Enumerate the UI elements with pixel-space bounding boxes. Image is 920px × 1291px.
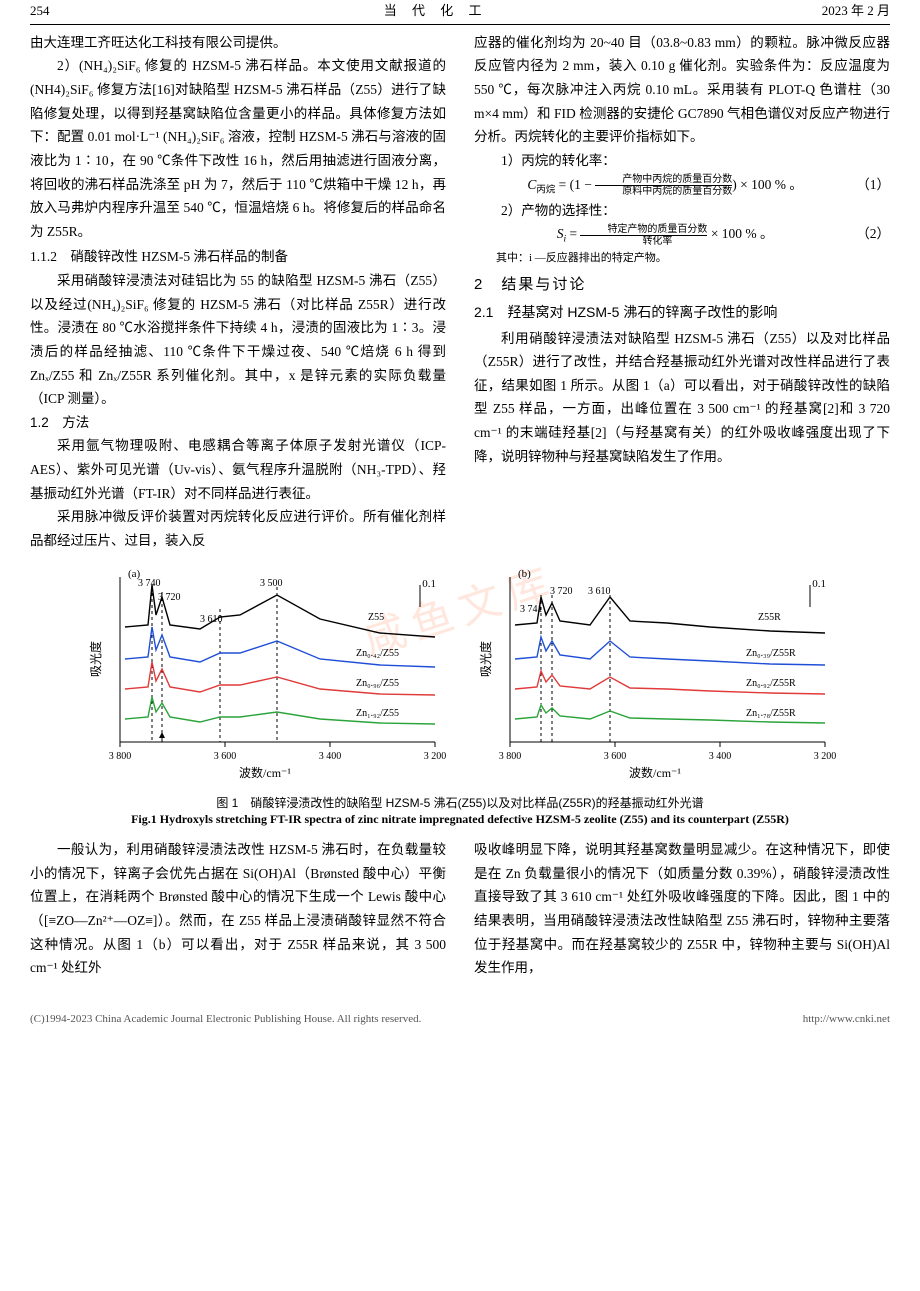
bottom-left-column: 一般认为，利用硝酸锌浸渍法改性 HZSM-5 沸石时，在负载量较小的情况下，锌离… <box>30 838 446 980</box>
equation-1: C丙烷 = (1 − 产物中丙烷的质量百分数原料中丙烷的质量百分数) × 100… <box>474 173 890 199</box>
right-column: 应器的催化剂均为 20~40 目（03.8~0.83 mm）的颗粒。脉冲微反应器… <box>474 31 890 553</box>
series-label: Z55 <box>368 609 384 627</box>
peak-label: 3 500 <box>260 575 283 593</box>
figure-caption: 图 1 硝酸锌浸渍改性的缺陷型 HZSM-5 沸石(Z55)以及对比样品(Z55… <box>30 795 890 829</box>
left-column: 由大连理工齐旺达化工科技有限公司提供。 2）(NH₄)₂SiF₆ 修复的 HZS… <box>30 31 446 553</box>
svg-text:3 800: 3 800 <box>109 751 132 762</box>
bottom-right-column: 吸收峰明显下降，说明其羟基窝数量明显减少。在这种情况下，即使是在 Zn 负载量很… <box>474 838 890 980</box>
series-label: Z55R <box>758 609 781 627</box>
series-label: Zn₀.₄₂/Z55 <box>356 645 399 663</box>
svg-text:3 200: 3 200 <box>814 751 837 762</box>
scale-bar-label: 0.1 <box>812 575 826 594</box>
peak-label: 3 610 <box>588 583 611 601</box>
svg-text:3 200: 3 200 <box>424 751 447 762</box>
journal-title: 当 代 化 工 <box>384 0 488 23</box>
peak-label: 3 741 <box>520 601 543 619</box>
paragraph: 采用氩气物理吸附、电感耦合等离子体原子发射光谱仪（ICP-AES）、紫外可见光谱… <box>30 434 446 505</box>
page-number: 254 <box>30 0 50 23</box>
paragraph: 2）产物的选择性： <box>474 199 890 223</box>
paragraph: 采用硝酸锌浸渍法对硅铝比为 55 的缺陷型 HZSM-5 沸石（Z55）以及经过… <box>30 269 446 411</box>
equation-2: Si = 特定产物的质量百分数转化率 × 100 % 。（2） <box>474 222 890 248</box>
y-axis-label: 吸光度 <box>86 640 107 676</box>
page-header: 254 当 代 化 工 2023 年 2 月 <box>30 0 890 25</box>
spectrum-chart-a: 3 800 3 600 3 400 3 200 <box>80 567 450 767</box>
peak-label: 3 720 <box>158 589 181 607</box>
caption-en: Fig.1 Hydroxyls stretching FT-IR spectra… <box>30 811 890 828</box>
series-label: Zn₀.₉₂/Z55R <box>746 675 796 693</box>
paragraph: 利用硝酸锌浸渍法对缺陷型 HZSM-5 沸石（Z55）以及对比样品（Z55R）进… <box>474 327 890 469</box>
upper-columns: 由大连理工齐旺达化工科技有限公司提供。 2）(NH₄)₂SiF₆ 修复的 HZS… <box>30 31 890 553</box>
paragraph: 应器的催化剂均为 20~40 目（03.8~0.83 mm）的颗粒。脉冲微反应器… <box>474 31 890 149</box>
paragraph: 由大连理工齐旺达化工科技有限公司提供。 <box>30 31 446 55</box>
peak-label: 3 610 <box>200 611 223 629</box>
section-heading: 2 结果与讨论 <box>474 272 890 298</box>
series-label: Zn₁.₇₈/Z55R <box>746 705 796 723</box>
series-label: Zn₀.₉₆/Z55 <box>356 675 399 693</box>
lower-columns: 一般认为，利用硝酸锌浸渍法改性 HZSM-5 沸石时，在负载量较小的情况下，锌离… <box>30 838 890 980</box>
series-label: Zn₀.₃₉/Z55R <box>746 645 796 663</box>
figure-panel-b: (b) 0.1 吸光度 3 800 3 600 3 400 3 200 <box>470 567 840 787</box>
svg-text:3 600: 3 600 <box>604 751 627 762</box>
page-footer: (C)1994-2023 China Academic Journal Elec… <box>30 1010 890 1039</box>
subsection-heading: 2.1 羟基窝对 HZSM-5 沸石的锌离子改性的影响 <box>474 300 890 325</box>
series-label: Zn₁.₉₂/Z55 <box>356 705 399 723</box>
paragraph: 吸收峰明显下降，说明其羟基窝数量明显减少。在这种情况下，即使是在 Zn 负载量很… <box>474 838 890 980</box>
svg-text:3 400: 3 400 <box>319 751 342 762</box>
paragraph: 1）丙烷的转化率： <box>474 149 890 173</box>
x-axis-label: 波数/cm⁻¹ <box>470 763 840 784</box>
figure-1: (a) 0.1 吸光度 3 800 3 600 3 400 3 200 <box>30 567 890 787</box>
svg-text:3 800: 3 800 <box>499 751 522 762</box>
x-axis-label: 波数/cm⁻¹ <box>80 763 450 784</box>
y-axis-label: 吸光度 <box>476 640 497 676</box>
spectrum-chart-b: 3 800 3 600 3 400 3 200 <box>470 567 840 767</box>
figure-panel-a: (a) 0.1 吸光度 3 800 3 600 3 400 3 200 <box>80 567 450 787</box>
scale-bar-label: 0.1 <box>422 575 436 594</box>
eq-number: （1） <box>829 173 890 197</box>
peak-label: 3 720 <box>550 583 573 601</box>
paragraph: 一般认为，利用硝酸锌浸渍法改性 HZSM-5 沸石时，在负载量较小的情况下，锌离… <box>30 838 446 980</box>
svg-text:3 600: 3 600 <box>214 751 237 762</box>
paragraph: 2）(NH₄)₂SiF₆ 修复的 HZSM-5 沸石样品。本文使用文献报道的(N… <box>30 54 446 243</box>
footer-url: http://www.cnki.net <box>803 1010 890 1029</box>
eq-number: （2） <box>829 222 890 246</box>
svg-text:3 400: 3 400 <box>709 751 732 762</box>
subsection-heading: 1.1.2 硝酸锌改性 HZSM-5 沸石样品的制备 <box>30 245 446 269</box>
issue-date: 2023 年 2 月 <box>822 0 890 23</box>
equation-note: 其中：i —反应器排出的特定产物。 <box>474 249 890 268</box>
paragraph: 采用脉冲微反评价装置对丙烷转化反应进行评价。所有催化剂样品都经过压片、过目，装入… <box>30 505 446 552</box>
subsection-heading: 1.2 方法 <box>30 411 446 435</box>
panel-label: (b) <box>518 565 531 584</box>
caption-zh: 图 1 硝酸锌浸渍改性的缺陷型 HZSM-5 沸石(Z55)以及对比样品(Z55… <box>30 795 890 812</box>
copyright-text: (C)1994-2023 China Academic Journal Elec… <box>30 1010 421 1029</box>
